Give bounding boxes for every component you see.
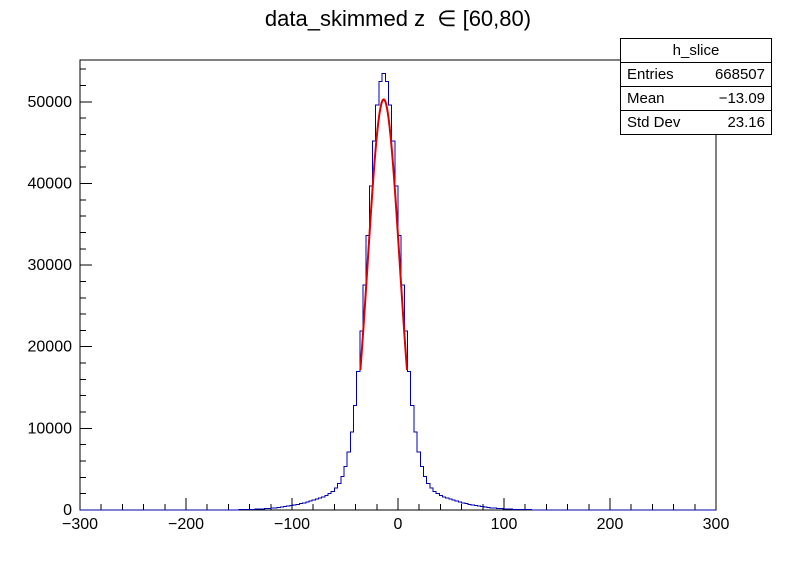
stats-row-mean: Mean −13.09 — [621, 87, 771, 111]
x-tick-label: −300 — [62, 516, 98, 533]
stats-title: h_slice — [621, 39, 771, 63]
x-tick-label: 100 — [491, 516, 518, 533]
y-tick-label: 50000 — [28, 94, 73, 111]
y-tick-label: 20000 — [28, 339, 73, 356]
stats-value-stddev: 23.16 — [727, 114, 765, 131]
stats-value-entries: 668507 — [714, 66, 765, 83]
y-tick-label: 0 — [63, 502, 72, 519]
stats-label-stddev: Std Dev — [627, 114, 681, 131]
x-tick-label: 300 — [703, 516, 730, 533]
stats-row-stddev: Std Dev 23.16 — [621, 111, 771, 134]
y-tick-label: 40000 — [28, 175, 73, 192]
x-tick-label: 200 — [597, 516, 624, 533]
stats-value-mean: −13.09 — [718, 90, 765, 107]
stats-label-entries: Entries — [627, 66, 674, 83]
x-tick-label: 0 — [394, 516, 403, 533]
y-tick-label: 30000 — [28, 257, 73, 274]
stats-row-entries: Entries 668507 — [621, 63, 771, 87]
fit-curve — [359, 98, 409, 371]
chart-title: data_skimmed z ∈ [60,80) — [264, 6, 532, 31]
stats-box: h_slice Entries 668507 Mean −13.09 Std D… — [620, 38, 772, 135]
x-tick-label: −200 — [168, 516, 204, 533]
stats-label-mean: Mean — [627, 90, 665, 107]
x-tick-label: −100 — [274, 516, 310, 533]
histogram-line — [80, 72, 716, 511]
y-tick-label: 10000 — [28, 420, 73, 437]
